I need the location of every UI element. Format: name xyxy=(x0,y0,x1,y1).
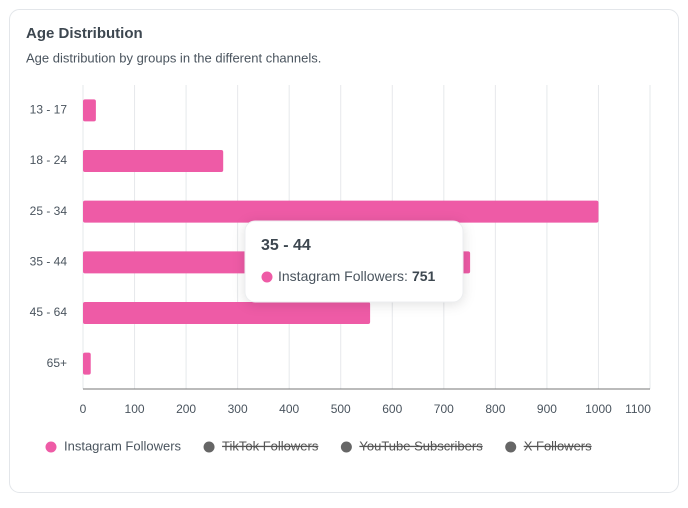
chart-subtitle: Age distribution by groups in the differ… xyxy=(26,50,321,65)
tooltip-title: 35 - 44 xyxy=(261,237,311,254)
grid xyxy=(82,85,651,389)
y-tick-label: 35 - 44 xyxy=(30,255,68,269)
legend-marker xyxy=(203,441,215,453)
tooltip-part: : xyxy=(404,268,408,284)
axes: 0 100 200 300 400 500 600 700 800 900 1000 1100 13 -… xyxy=(30,103,652,417)
legend-label: Instagram Followers xyxy=(64,438,182,453)
tooltip: 35 - 44 Instagram Followers: 751 xyxy=(244,220,464,303)
legend-label: X Followers xyxy=(524,438,592,453)
y-tick-label: 13 - 17 xyxy=(30,103,68,117)
bar xyxy=(83,352,91,375)
x-tick-label: 0 xyxy=(80,402,87,416)
legend-marker xyxy=(45,441,57,453)
x-tick-label: 300 xyxy=(228,402,248,416)
bar xyxy=(83,302,371,324)
x-tick-label: 800 xyxy=(485,402,505,416)
tooltip-marker xyxy=(261,271,273,283)
x-tick-label: 400 xyxy=(279,402,299,416)
x-tick-label: 1100 xyxy=(625,402,651,416)
tooltip-box xyxy=(244,220,464,303)
x-tick-label: 700 xyxy=(434,402,454,416)
y-tick-label: 45 - 64 xyxy=(30,305,68,319)
legend-marker xyxy=(340,441,352,453)
y-tick-label: 18 - 24 xyxy=(30,153,68,167)
tooltip-label: Instagram Followers: 751 xyxy=(278,268,436,284)
x-tick-label: 200 xyxy=(176,402,196,416)
legend: Instagram Followers TikTok Followers YouTu… xyxy=(45,438,592,453)
bar xyxy=(83,99,96,122)
x-tick-label: 900 xyxy=(537,402,557,416)
tooltip-part: 751 xyxy=(412,268,436,284)
y-tick-label: 65+ xyxy=(47,356,67,370)
x-tick-label: 1000 xyxy=(585,402,612,416)
y-tick-label: 25 - 34 xyxy=(30,204,68,218)
legend-label: YouTube Subscribers xyxy=(359,438,483,453)
bar xyxy=(83,150,224,172)
x-tick-label: 100 xyxy=(125,402,145,416)
bar xyxy=(83,200,599,223)
x-tick-label: 600 xyxy=(382,402,402,416)
legend-label: TikTok Followers xyxy=(222,438,319,453)
legend-marker xyxy=(505,441,517,453)
chart-title: Age Distribution xyxy=(26,25,143,42)
tooltip-part: Instagram Followers xyxy=(278,268,404,284)
x-tick-label: 500 xyxy=(331,402,351,416)
